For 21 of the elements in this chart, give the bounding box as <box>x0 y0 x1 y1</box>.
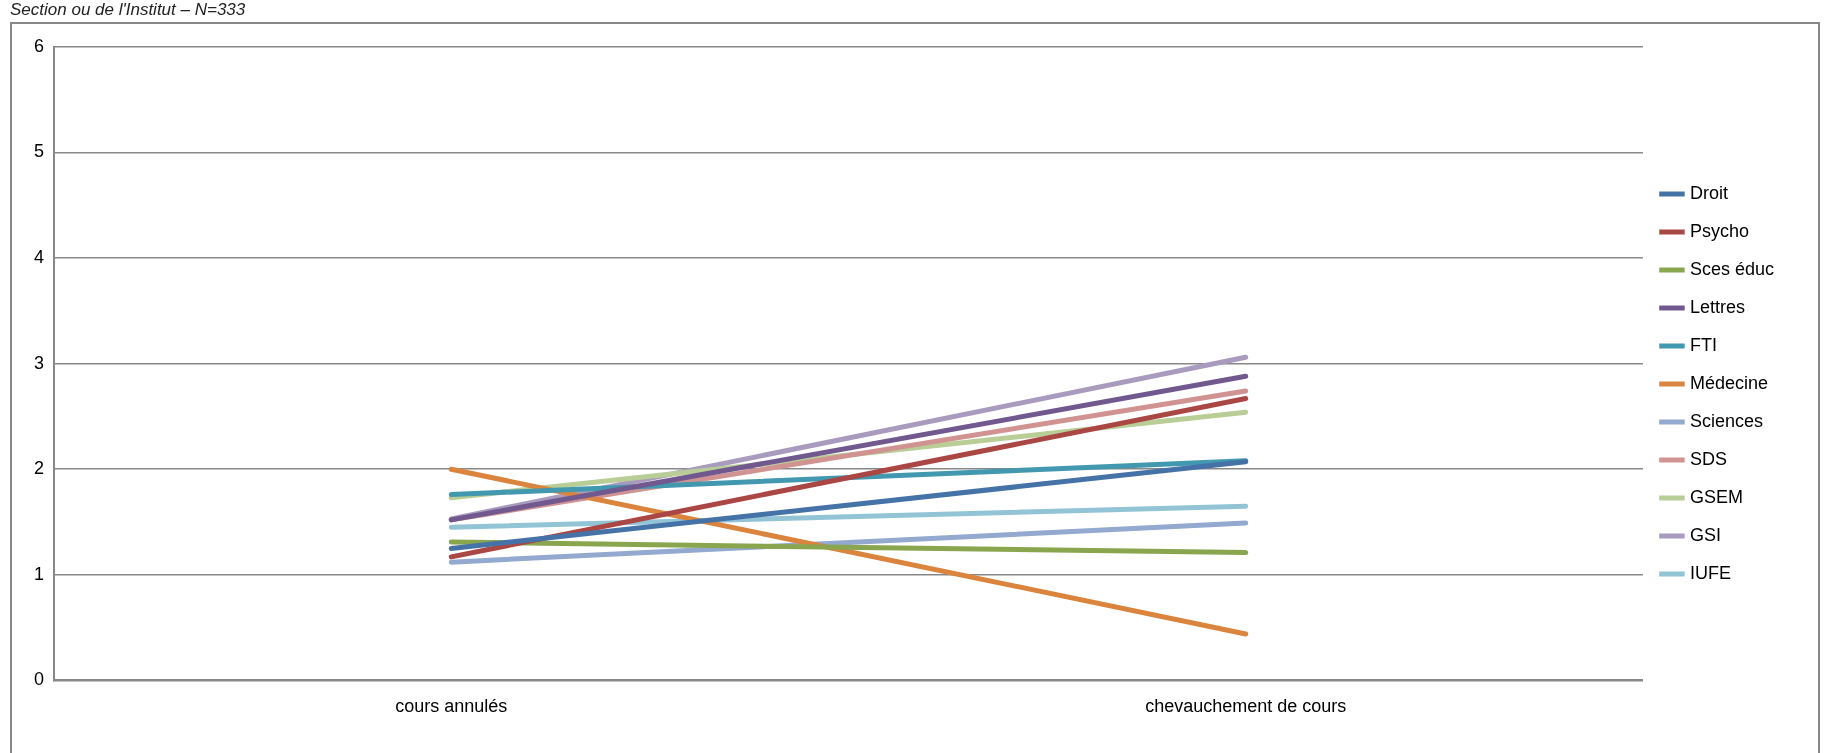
legend-label: Droit <box>1689 182 1728 203</box>
y-tick-label: 3 <box>34 352 45 373</box>
y-tick-label: 1 <box>34 563 45 584</box>
legend-label: IUFE <box>1689 562 1731 583</box>
legend-label: Sciences <box>1689 410 1763 431</box>
y-tick-label: 4 <box>34 246 45 267</box>
legend-label: Sces éduc <box>1689 258 1775 279</box>
legend-label: GSEM <box>1689 486 1743 507</box>
x-tick-label: cours annulés <box>395 696 508 717</box>
y-tick-label: 5 <box>34 141 45 162</box>
chart-title: Section ou de l'Institut – N=333 <box>10 0 246 20</box>
legend-label: Médecine <box>1689 372 1768 393</box>
legend-label: GSI <box>1689 524 1721 545</box>
y-tick-label: 2 <box>34 458 45 479</box>
legend-label: Lettres <box>1689 296 1745 317</box>
legend-label: SDS <box>1689 448 1727 469</box>
legend-label: FTI <box>1689 334 1717 355</box>
x-tick-label: chevauchement de cours <box>1145 696 1347 717</box>
legend-label: Psycho <box>1689 220 1749 241</box>
y-tick-label: 0 <box>34 669 45 690</box>
y-tick-label: 6 <box>34 35 45 56</box>
